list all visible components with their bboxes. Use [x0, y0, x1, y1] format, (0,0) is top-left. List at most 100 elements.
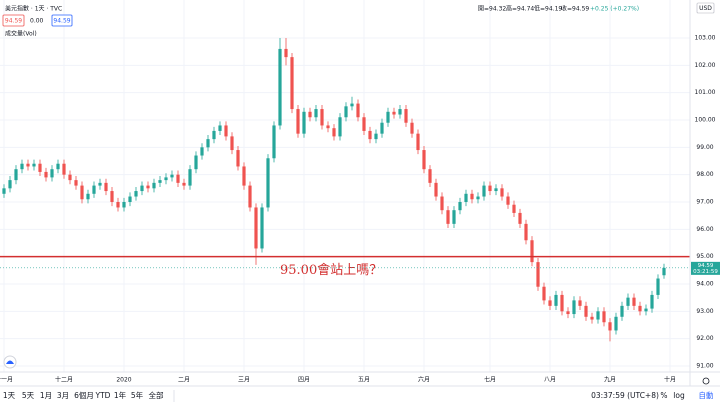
candle-body [338, 117, 342, 137]
candle-body [80, 185, 84, 200]
candle-body [2, 188, 6, 194]
candle-body [182, 182, 186, 186]
candle-body [206, 139, 210, 148]
candle-body [302, 111, 306, 134]
candle-body [374, 133, 378, 140]
candle-body [134, 191, 138, 197]
x-tick-label: 七月 [484, 376, 496, 384]
candle-body [50, 169, 54, 178]
candle-body [434, 182, 438, 197]
candle-body [212, 130, 216, 140]
candle-body [152, 182, 156, 189]
candle-body [44, 171, 48, 178]
candle-body [590, 316, 594, 320]
candle-body [464, 193, 468, 202]
range-button[interactable]: YTD [95, 391, 111, 400]
candle-body [608, 322, 612, 331]
range-button[interactable]: 1天 [3, 391, 16, 400]
candle-body [146, 185, 150, 189]
y-tick-label: 103.00 [695, 34, 716, 41]
x-tick-label: 九月 [604, 376, 616, 384]
candle-body [602, 311, 606, 323]
x-tick-label: 六月 [418, 376, 430, 384]
candle-body [14, 169, 18, 181]
candle-body [614, 316, 618, 331]
candle-body [86, 193, 90, 200]
candle-body [320, 109, 324, 126]
candle-body [278, 48, 282, 126]
auto-toggle[interactable]: 自動 [699, 390, 714, 400]
currency-box[interactable] [696, 2, 715, 14]
candle-body [260, 207, 264, 249]
bid-badge[interactable] [2, 14, 25, 27]
range-button[interactable]: 1年 [114, 390, 127, 400]
candle-body [176, 174, 180, 183]
candle-body [650, 294, 654, 309]
ohlc-open: 開=94.32 [478, 6, 506, 13]
candle-body [128, 196, 132, 202]
candle-body [290, 57, 294, 110]
spread: 0.00 [30, 18, 44, 25]
candle-body [476, 196, 480, 200]
y-tick-label: 92.00 [696, 335, 713, 342]
price-axis-bg [690, 0, 720, 372]
ohlc-high: 高=94.74 [506, 5, 534, 13]
range-button[interactable]: 全部 [149, 390, 164, 400]
settings-icon[interactable] [702, 377, 710, 385]
candle-body [284, 48, 288, 58]
ask-badge[interactable] [51, 14, 73, 27]
x-tick-label: 2020 [116, 377, 131, 384]
candle-body [620, 305, 624, 317]
candle-body [350, 103, 354, 107]
toolbar: 1天 5天 1月 3月 6個月 YTD 1年 5年 全部 [3, 390, 164, 400]
candle-body [296, 109, 300, 134]
range-button[interactable]: 3月 [57, 391, 69, 400]
x-tick-label: 八月 [544, 377, 556, 384]
candle-body [566, 311, 570, 315]
candle-body [428, 169, 432, 183]
candle-body [632, 297, 636, 306]
candle-body [656, 278, 660, 295]
candle-body [410, 122, 414, 134]
candle-body [38, 163, 42, 172]
candle-body [386, 111, 390, 123]
range-button[interactable]: 5天 [22, 391, 35, 400]
candle-body [272, 125, 276, 159]
range-button[interactable]: 5年 [131, 390, 144, 400]
range-button[interactable]: 6個月 [74, 390, 94, 400]
candle-body [584, 305, 588, 317]
log-toggle[interactable]: log [673, 391, 685, 400]
candle-body [398, 109, 402, 115]
x-tick-label: 十二月 [55, 376, 73, 384]
candle-body [494, 188, 498, 192]
y-tick-label: 99.00 [696, 144, 713, 151]
candle-body [8, 180, 12, 189]
candle-body [122, 201, 126, 208]
candle-body [416, 133, 420, 151]
x-tick-label: 五月 [358, 377, 370, 384]
candle-body [110, 191, 114, 202]
candle-body [32, 163, 36, 167]
percent-toggle[interactable]: % [660, 391, 667, 400]
candle-body [404, 109, 408, 123]
x-tick-label: 四月 [298, 377, 310, 384]
candle-body [662, 267, 666, 276]
candle-body [422, 150, 426, 170]
y-tick-label: 97.00 [696, 198, 713, 205]
candle-body [512, 204, 516, 213]
ohlc-close: 收=94.59 [561, 5, 589, 13]
candle-body [392, 111, 396, 115]
currency: USD [699, 5, 712, 12]
range-button[interactable]: 1月 [40, 391, 52, 400]
ohlc-low: 低=94.19 [534, 5, 562, 13]
y-tick-label: 95.00 [696, 253, 713, 260]
candle-body [116, 201, 120, 208]
bid-price: 94.59 [5, 18, 22, 25]
countdown: 03:21:59 [693, 269, 718, 275]
y-tick-label: 102.00 [695, 62, 716, 69]
candle-body [368, 130, 372, 140]
candle-body [482, 185, 486, 197]
candle-body [224, 125, 228, 137]
candle-body [500, 188, 504, 197]
